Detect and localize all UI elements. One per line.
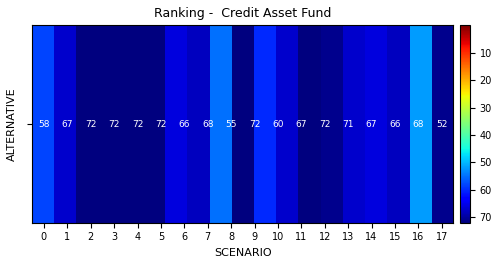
Text: 55: 55: [226, 120, 237, 129]
Text: 72: 72: [85, 120, 96, 129]
Text: 71: 71: [342, 120, 354, 129]
Text: 58: 58: [38, 120, 50, 129]
Text: 72: 72: [249, 120, 260, 129]
X-axis label: SCENARIO: SCENARIO: [214, 248, 272, 258]
Text: 68: 68: [412, 120, 424, 129]
Text: 68: 68: [202, 120, 213, 129]
Text: 67: 67: [296, 120, 307, 129]
Text: 72: 72: [319, 120, 330, 129]
Text: 66: 66: [178, 120, 190, 129]
Text: 67: 67: [366, 120, 378, 129]
Text: 66: 66: [389, 120, 400, 129]
Text: 72: 72: [108, 120, 120, 129]
Text: 60: 60: [272, 120, 283, 129]
Y-axis label: ALTERNATIVE: ALTERNATIVE: [7, 87, 17, 161]
Text: 71: 71: [460, 120, 471, 129]
Text: 72: 72: [132, 120, 143, 129]
Text: 52: 52: [436, 120, 448, 129]
Text: 67: 67: [62, 120, 73, 129]
Text: 72: 72: [155, 120, 166, 129]
Title: Ranking -  Credit Asset Fund: Ranking - Credit Asset Fund: [154, 7, 332, 20]
